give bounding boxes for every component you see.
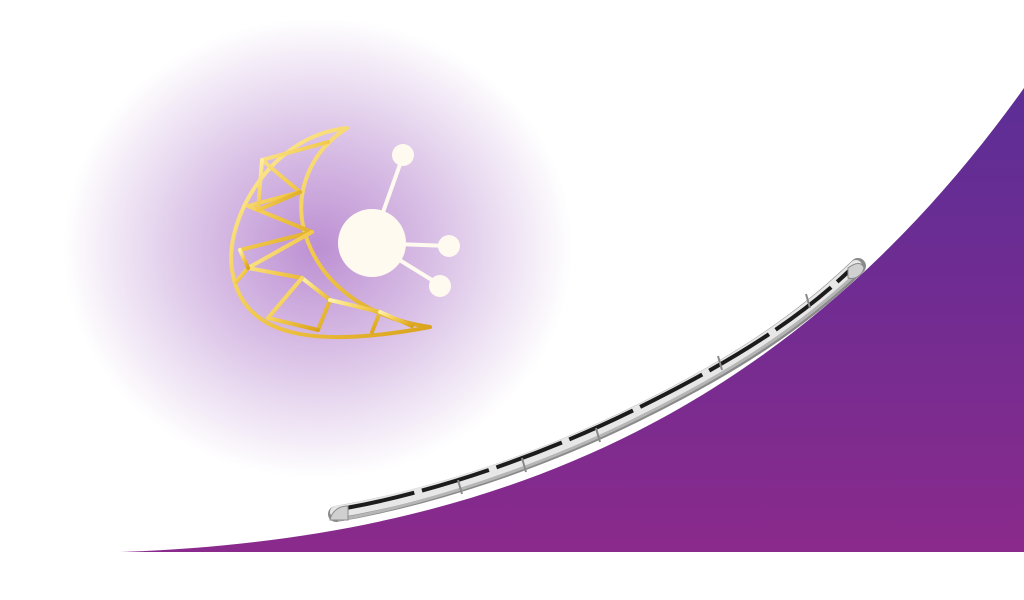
network-node-icon <box>338 144 460 297</box>
glow-halo <box>63 18 573 478</box>
high-speed-train-icon <box>328 258 866 522</box>
purple-hill <box>120 88 1024 552</box>
crescent-moon-icon <box>229 126 432 340</box>
